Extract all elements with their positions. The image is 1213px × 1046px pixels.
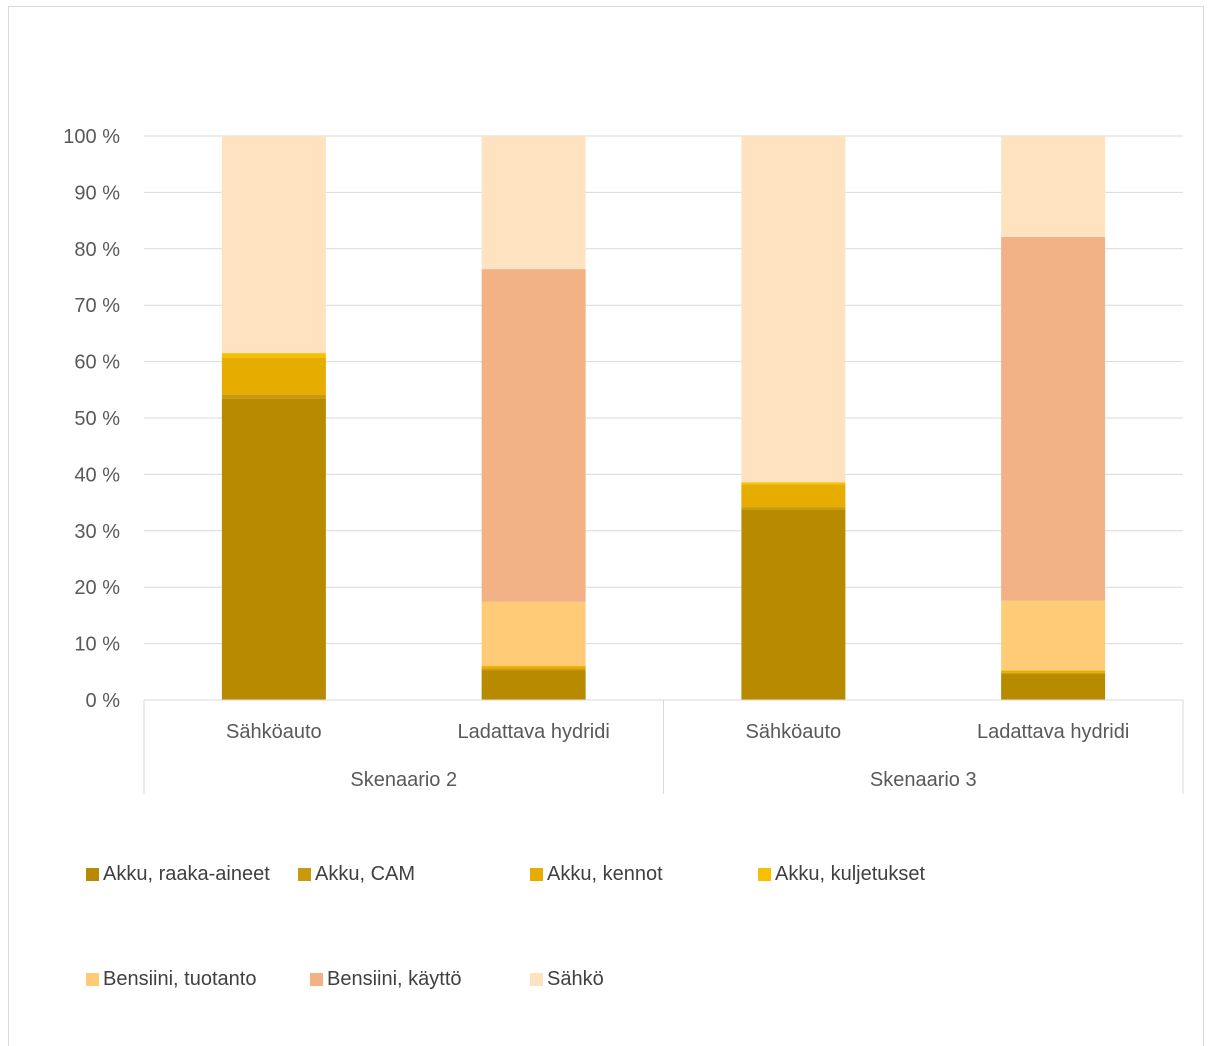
legend-label: Akku, CAM: [315, 863, 416, 885]
chart-frame: [8, 6, 1204, 1046]
bar-segment: [741, 482, 846, 485]
category-label: Ladattava hydridi: [457, 721, 609, 743]
bar-segment: [1001, 136, 1106, 237]
legend-swatch: [530, 973, 543, 986]
group-label: Skenaario 2: [350, 769, 457, 791]
legend-label: Bensiini, käyttö: [327, 968, 462, 990]
y-tick-label: 80 %: [74, 239, 120, 261]
legend-label: Akku, kennot: [547, 863, 663, 885]
legend-item: Akku, kennot: [530, 863, 663, 886]
legend-swatch: [86, 973, 99, 986]
bar-segment: [481, 668, 586, 671]
y-tick-label: 30 %: [74, 521, 120, 543]
bar-segment: [481, 136, 586, 270]
bar-segment: [221, 357, 326, 395]
bar-segment: [481, 601, 586, 666]
bar-segment: [221, 394, 326, 399]
y-tick-label: 100 %: [63, 126, 120, 148]
legend-swatch: [758, 868, 771, 881]
category-label: Sähköauto: [226, 721, 322, 743]
y-tick-label: 70 %: [74, 295, 120, 317]
y-tick-label: 60 %: [74, 352, 120, 374]
bar-segment: [741, 507, 846, 510]
legend-item: Bensiini, käyttö: [310, 968, 462, 991]
legend-item: Akku, CAM: [298, 863, 415, 886]
bar-segment: [481, 670, 586, 700]
category-label: Ladattava hydridi: [977, 721, 1129, 743]
bar-segment: [1001, 674, 1106, 700]
bar-segment: [741, 484, 846, 508]
legend-label: Bensiini, tuotanto: [103, 968, 257, 990]
legend-label: Akku, kuljetukset: [775, 863, 926, 885]
legend-item: Akku, kuljetukset: [758, 863, 925, 886]
legend-item: Bensiini, tuotanto: [86, 968, 256, 991]
y-tick-label: 40 %: [74, 464, 120, 486]
y-tick-label: 20 %: [74, 577, 120, 599]
bar-segment: [481, 269, 586, 602]
y-tick-label: 50 %: [74, 408, 120, 430]
bar-segment: [1001, 236, 1106, 601]
legend-swatch: [530, 868, 543, 881]
bar-segment: [741, 509, 846, 700]
legend-label: Sähkö: [547, 968, 604, 990]
bar-segment: [1001, 670, 1106, 671]
group-label: Skenaario 3: [870, 769, 977, 791]
bar-segment: [221, 398, 326, 700]
legend-label: Akku, raaka-aineet: [103, 863, 270, 885]
y-tick-label: 0 %: [86, 690, 121, 712]
y-tick-label: 10 %: [74, 634, 120, 656]
legend-item: Akku, raaka-aineet: [86, 863, 270, 886]
bar-segment: [221, 136, 326, 354]
bar-segment: [741, 136, 846, 483]
legend-swatch: [86, 868, 99, 881]
bar-segment: [221, 353, 326, 358]
y-tick-label: 90 %: [74, 182, 120, 204]
legend-swatch: [298, 868, 311, 881]
category-label: Sähköauto: [746, 721, 842, 743]
bar-segment: [1001, 672, 1106, 675]
bar-segment: [481, 666, 586, 669]
bar-segment: [481, 665, 586, 667]
bar-segment: [1001, 600, 1106, 671]
bar-segment: [1001, 670, 1106, 673]
legend-item: Sähkö: [530, 968, 604, 991]
legend-swatch: [310, 973, 323, 986]
